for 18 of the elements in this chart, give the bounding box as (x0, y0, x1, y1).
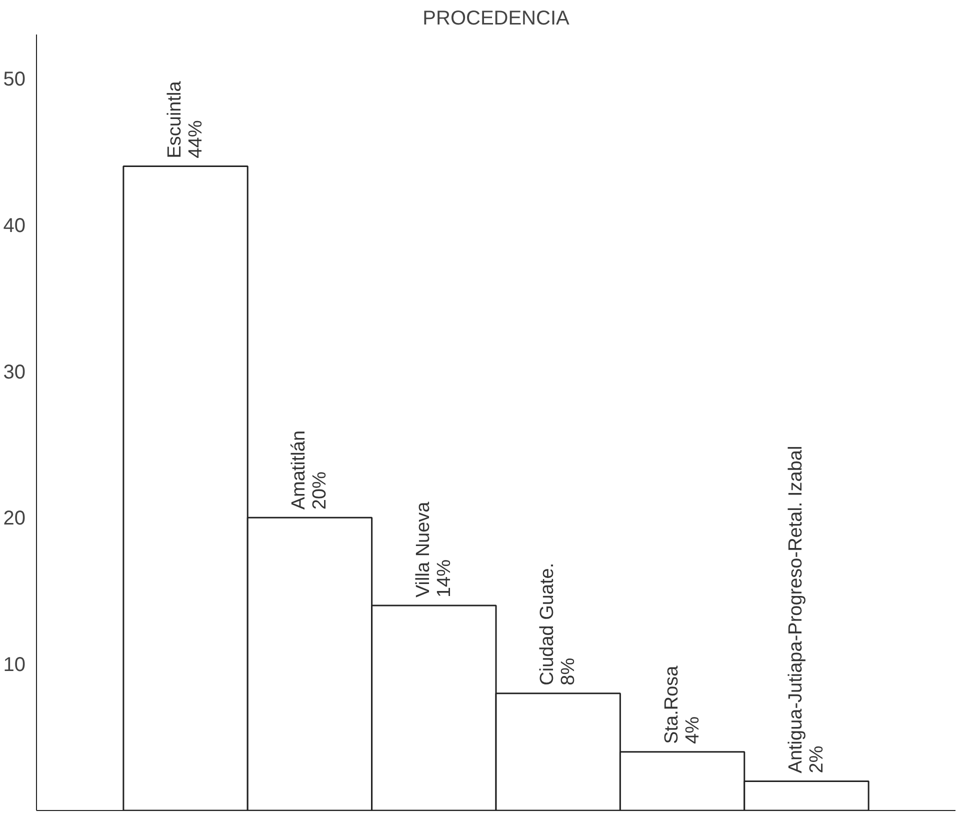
chart-title: PROCEDENCIA (422, 8, 570, 30)
x-tick-label: Escuintla (164, 80, 186, 158)
y-tick-label: 50 (3, 68, 26, 90)
data-label: 14% (434, 559, 455, 598)
y-tick-label: 10 (3, 654, 26, 676)
data-label: 4% (682, 716, 704, 744)
data-label: 8% (558, 658, 580, 686)
data-label: 44% (186, 120, 207, 158)
y-tick-label: 30 (3, 361, 26, 384)
y-tick-label: 40 (3, 214, 26, 237)
x-tick-label: Sta.Rosa (661, 665, 682, 744)
y-tick-label: 20 (3, 508, 26, 530)
x-tick-label: Ciudad Guate. (537, 562, 558, 686)
x-tick-label: Villa Nueva (412, 501, 434, 598)
data-label: 2% (806, 746, 828, 774)
x-tick-label: Amatitlán (288, 430, 310, 510)
data-label: 20% (310, 472, 331, 510)
x-tick-label: Antigua-Jutiapa-Progreso-Retal. Izabal (785, 446, 806, 774)
